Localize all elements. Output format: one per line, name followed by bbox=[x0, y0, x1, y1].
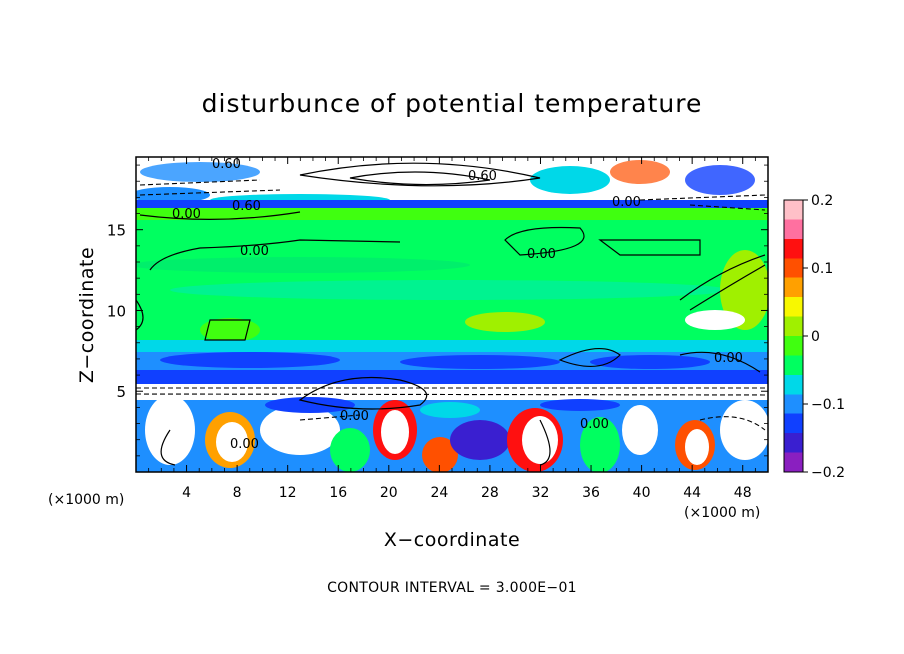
y-tick-label: 15 bbox=[107, 222, 126, 240]
contour-label: 0.00 bbox=[714, 351, 743, 366]
contour-labels: 0.60 0.60 0.00 0.60 0.00 0.00 0.00 0.00 … bbox=[172, 157, 743, 452]
colorbar-tick-label: −0.2 bbox=[811, 465, 845, 481]
x-tick-label: 28 bbox=[481, 485, 499, 501]
x-tick-label: 4 bbox=[182, 485, 191, 501]
y-tick-label: 10 bbox=[107, 302, 126, 320]
x-tick-label: 20 bbox=[380, 485, 398, 501]
x-tick-label: 12 bbox=[279, 485, 297, 501]
x-unit-right: (×1000 m) bbox=[684, 505, 760, 521]
x-tick-label: 44 bbox=[683, 485, 701, 501]
contour-label: 0.00 bbox=[527, 247, 556, 262]
x-axis-label: X−coordinate bbox=[384, 529, 520, 551]
x-tick-label: 32 bbox=[532, 485, 550, 501]
colorbar-ticks: 0.2 0.1 0 −0.1 −0.2 bbox=[803, 193, 845, 481]
colorbar-tick-label: 0.2 bbox=[811, 193, 833, 209]
contour-label: 0.60 bbox=[468, 169, 497, 184]
colorbar-tick-label: 0.1 bbox=[811, 261, 833, 277]
x-tick-label: 8 bbox=[233, 485, 242, 501]
heatmap-field: 0.60 0.60 0.00 0.60 0.00 0.00 0.00 0.00 … bbox=[136, 157, 768, 472]
contour-label: 0.00 bbox=[172, 207, 201, 222]
colorbar-tick-label: 0 bbox=[811, 329, 820, 345]
colorbar-scale bbox=[783, 199, 804, 473]
contour-interval-note: CONTOUR INTERVAL = 3.000E−01 bbox=[327, 580, 577, 596]
x-unit-left: (×1000 m) bbox=[48, 492, 124, 508]
contour-label: 0.00 bbox=[240, 244, 269, 259]
x-axis: 4 8 12 16 20 24 28 32 36 40 44 48 bbox=[148, 157, 756, 501]
y-tick-label: 5 bbox=[116, 383, 126, 401]
y-axis-label: Z−coordinate bbox=[76, 247, 98, 383]
y-axis: 5 10 15 bbox=[107, 164, 768, 457]
x-tick-label: 40 bbox=[633, 485, 651, 501]
colorbar: 0.2 0.1 0 −0.1 −0.2 bbox=[783, 193, 845, 481]
contour-label: 0.60 bbox=[232, 199, 261, 214]
contour-label: 0.00 bbox=[580, 417, 609, 432]
chart-title: disturbunce of potential temperature bbox=[202, 89, 703, 118]
contour-label: 0.00 bbox=[230, 437, 259, 452]
contour-label: 0.00 bbox=[612, 195, 641, 210]
x-tick-label: 36 bbox=[582, 485, 600, 501]
contour-label: 0.60 bbox=[212, 157, 241, 172]
x-tick-label: 48 bbox=[734, 485, 752, 501]
contour-label: 0.00 bbox=[340, 409, 369, 424]
x-tick-label: 24 bbox=[430, 485, 448, 501]
x-tick-label: 16 bbox=[329, 485, 347, 501]
colorbar-tick-label: −0.1 bbox=[811, 397, 845, 413]
